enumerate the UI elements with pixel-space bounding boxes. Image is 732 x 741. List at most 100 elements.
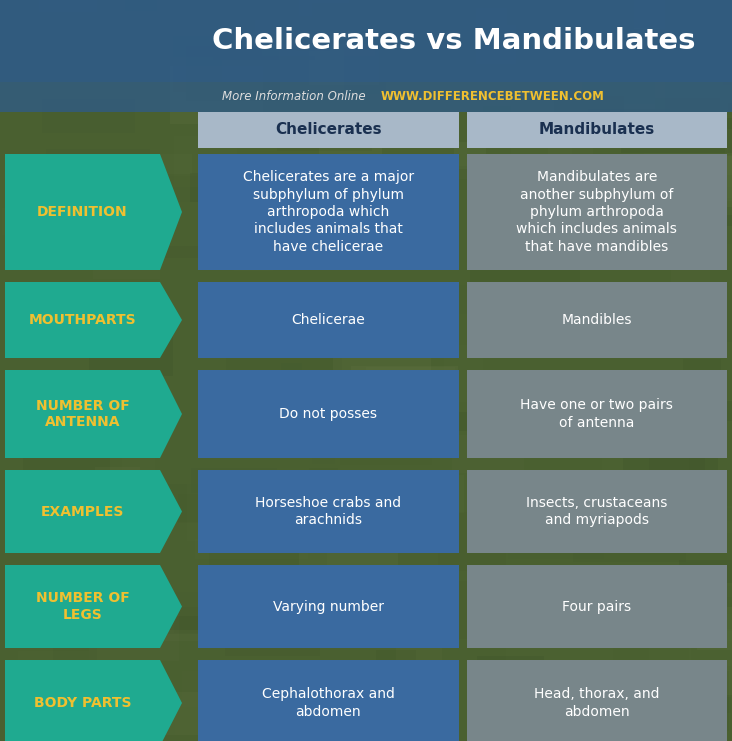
- FancyBboxPatch shape: [621, 118, 732, 153]
- FancyBboxPatch shape: [94, 266, 160, 279]
- FancyBboxPatch shape: [377, 6, 432, 60]
- Polygon shape: [5, 282, 182, 358]
- FancyBboxPatch shape: [335, 231, 420, 255]
- FancyBboxPatch shape: [644, 153, 732, 187]
- FancyBboxPatch shape: [643, 191, 724, 237]
- Text: Mandibulates: Mandibulates: [539, 122, 655, 138]
- Text: NUMBER OF
LEGS: NUMBER OF LEGS: [36, 591, 130, 622]
- FancyBboxPatch shape: [703, 718, 732, 736]
- FancyBboxPatch shape: [17, 0, 105, 3]
- FancyBboxPatch shape: [704, 671, 728, 731]
- FancyBboxPatch shape: [23, 419, 111, 470]
- Text: DEFINITION: DEFINITION: [37, 205, 128, 219]
- FancyBboxPatch shape: [439, 412, 492, 431]
- FancyBboxPatch shape: [154, 692, 272, 735]
- FancyBboxPatch shape: [366, 368, 455, 408]
- FancyBboxPatch shape: [135, 695, 175, 736]
- FancyBboxPatch shape: [594, 692, 703, 727]
- FancyBboxPatch shape: [674, 216, 732, 225]
- FancyBboxPatch shape: [95, 468, 140, 527]
- FancyBboxPatch shape: [466, 660, 727, 741]
- FancyBboxPatch shape: [61, 188, 158, 241]
- FancyBboxPatch shape: [665, 72, 732, 115]
- FancyBboxPatch shape: [396, 631, 442, 662]
- FancyBboxPatch shape: [138, 154, 192, 174]
- FancyBboxPatch shape: [104, 0, 199, 24]
- FancyBboxPatch shape: [61, 186, 146, 240]
- FancyBboxPatch shape: [683, 359, 721, 381]
- FancyBboxPatch shape: [40, 0, 94, 7]
- FancyBboxPatch shape: [219, 429, 260, 453]
- Text: WWW.DIFFERENCEBETWEEN.COM: WWW.DIFFERENCEBETWEEN.COM: [381, 90, 605, 104]
- FancyBboxPatch shape: [37, 286, 137, 335]
- FancyBboxPatch shape: [634, 0, 665, 29]
- FancyBboxPatch shape: [713, 0, 732, 9]
- FancyBboxPatch shape: [466, 112, 727, 148]
- Text: Varying number: Varying number: [273, 599, 384, 614]
- FancyBboxPatch shape: [582, 56, 655, 104]
- FancyBboxPatch shape: [186, 46, 280, 101]
- FancyBboxPatch shape: [351, 366, 458, 419]
- FancyBboxPatch shape: [548, 134, 593, 183]
- FancyBboxPatch shape: [452, 435, 524, 473]
- FancyBboxPatch shape: [572, 662, 627, 688]
- FancyBboxPatch shape: [534, 666, 574, 706]
- FancyBboxPatch shape: [511, 106, 572, 154]
- FancyBboxPatch shape: [586, 28, 660, 46]
- FancyBboxPatch shape: [160, 484, 198, 522]
- FancyBboxPatch shape: [665, 300, 732, 342]
- FancyBboxPatch shape: [679, 505, 718, 549]
- FancyBboxPatch shape: [163, 607, 224, 630]
- Text: Insects, crustaceans
and myriapods: Insects, crustaceans and myriapods: [526, 496, 668, 527]
- FancyBboxPatch shape: [198, 282, 458, 358]
- FancyBboxPatch shape: [584, 290, 695, 343]
- FancyBboxPatch shape: [285, 611, 334, 647]
- FancyBboxPatch shape: [333, 690, 361, 725]
- FancyBboxPatch shape: [187, 485, 289, 541]
- FancyBboxPatch shape: [192, 468, 277, 493]
- FancyBboxPatch shape: [477, 656, 545, 693]
- Text: NUMBER OF
ANTENNA: NUMBER OF ANTENNA: [36, 399, 130, 429]
- FancyBboxPatch shape: [277, 126, 373, 151]
- FancyBboxPatch shape: [454, 142, 486, 169]
- FancyBboxPatch shape: [124, 619, 148, 647]
- FancyBboxPatch shape: [296, 31, 330, 51]
- FancyBboxPatch shape: [0, 0, 732, 82]
- FancyBboxPatch shape: [174, 136, 237, 187]
- Polygon shape: [5, 565, 182, 648]
- FancyBboxPatch shape: [190, 173, 275, 202]
- FancyBboxPatch shape: [476, 8, 516, 64]
- FancyBboxPatch shape: [214, 0, 242, 20]
- FancyBboxPatch shape: [299, 0, 348, 16]
- FancyBboxPatch shape: [507, 636, 613, 680]
- FancyBboxPatch shape: [550, 120, 580, 148]
- FancyBboxPatch shape: [507, 0, 605, 25]
- FancyBboxPatch shape: [302, 308, 328, 322]
- Text: Do not posses: Do not posses: [279, 407, 377, 421]
- FancyBboxPatch shape: [684, 156, 732, 207]
- FancyBboxPatch shape: [225, 642, 320, 656]
- FancyBboxPatch shape: [649, 426, 706, 485]
- FancyBboxPatch shape: [89, 606, 179, 661]
- FancyBboxPatch shape: [53, 617, 97, 666]
- FancyBboxPatch shape: [485, 686, 578, 706]
- FancyBboxPatch shape: [198, 660, 458, 741]
- Text: Chelicerates vs Mandibulates: Chelicerates vs Mandibulates: [212, 27, 695, 55]
- FancyBboxPatch shape: [279, 44, 324, 83]
- FancyBboxPatch shape: [198, 112, 458, 148]
- FancyBboxPatch shape: [2, 207, 80, 235]
- FancyBboxPatch shape: [39, 0, 97, 12]
- FancyBboxPatch shape: [294, 582, 367, 625]
- FancyBboxPatch shape: [30, 432, 134, 444]
- Text: Mandibulates are
another subphylum of
phylum arthropoda
which includes animals
t: Mandibulates are another subphylum of ph…: [516, 170, 677, 253]
- FancyBboxPatch shape: [353, 497, 422, 542]
- FancyBboxPatch shape: [345, 45, 386, 94]
- FancyBboxPatch shape: [466, 470, 727, 553]
- Polygon shape: [5, 154, 182, 270]
- FancyBboxPatch shape: [198, 470, 458, 553]
- FancyBboxPatch shape: [649, 614, 732, 666]
- FancyBboxPatch shape: [545, 33, 593, 49]
- FancyBboxPatch shape: [495, 434, 552, 455]
- FancyBboxPatch shape: [725, 128, 732, 175]
- FancyBboxPatch shape: [671, 251, 709, 290]
